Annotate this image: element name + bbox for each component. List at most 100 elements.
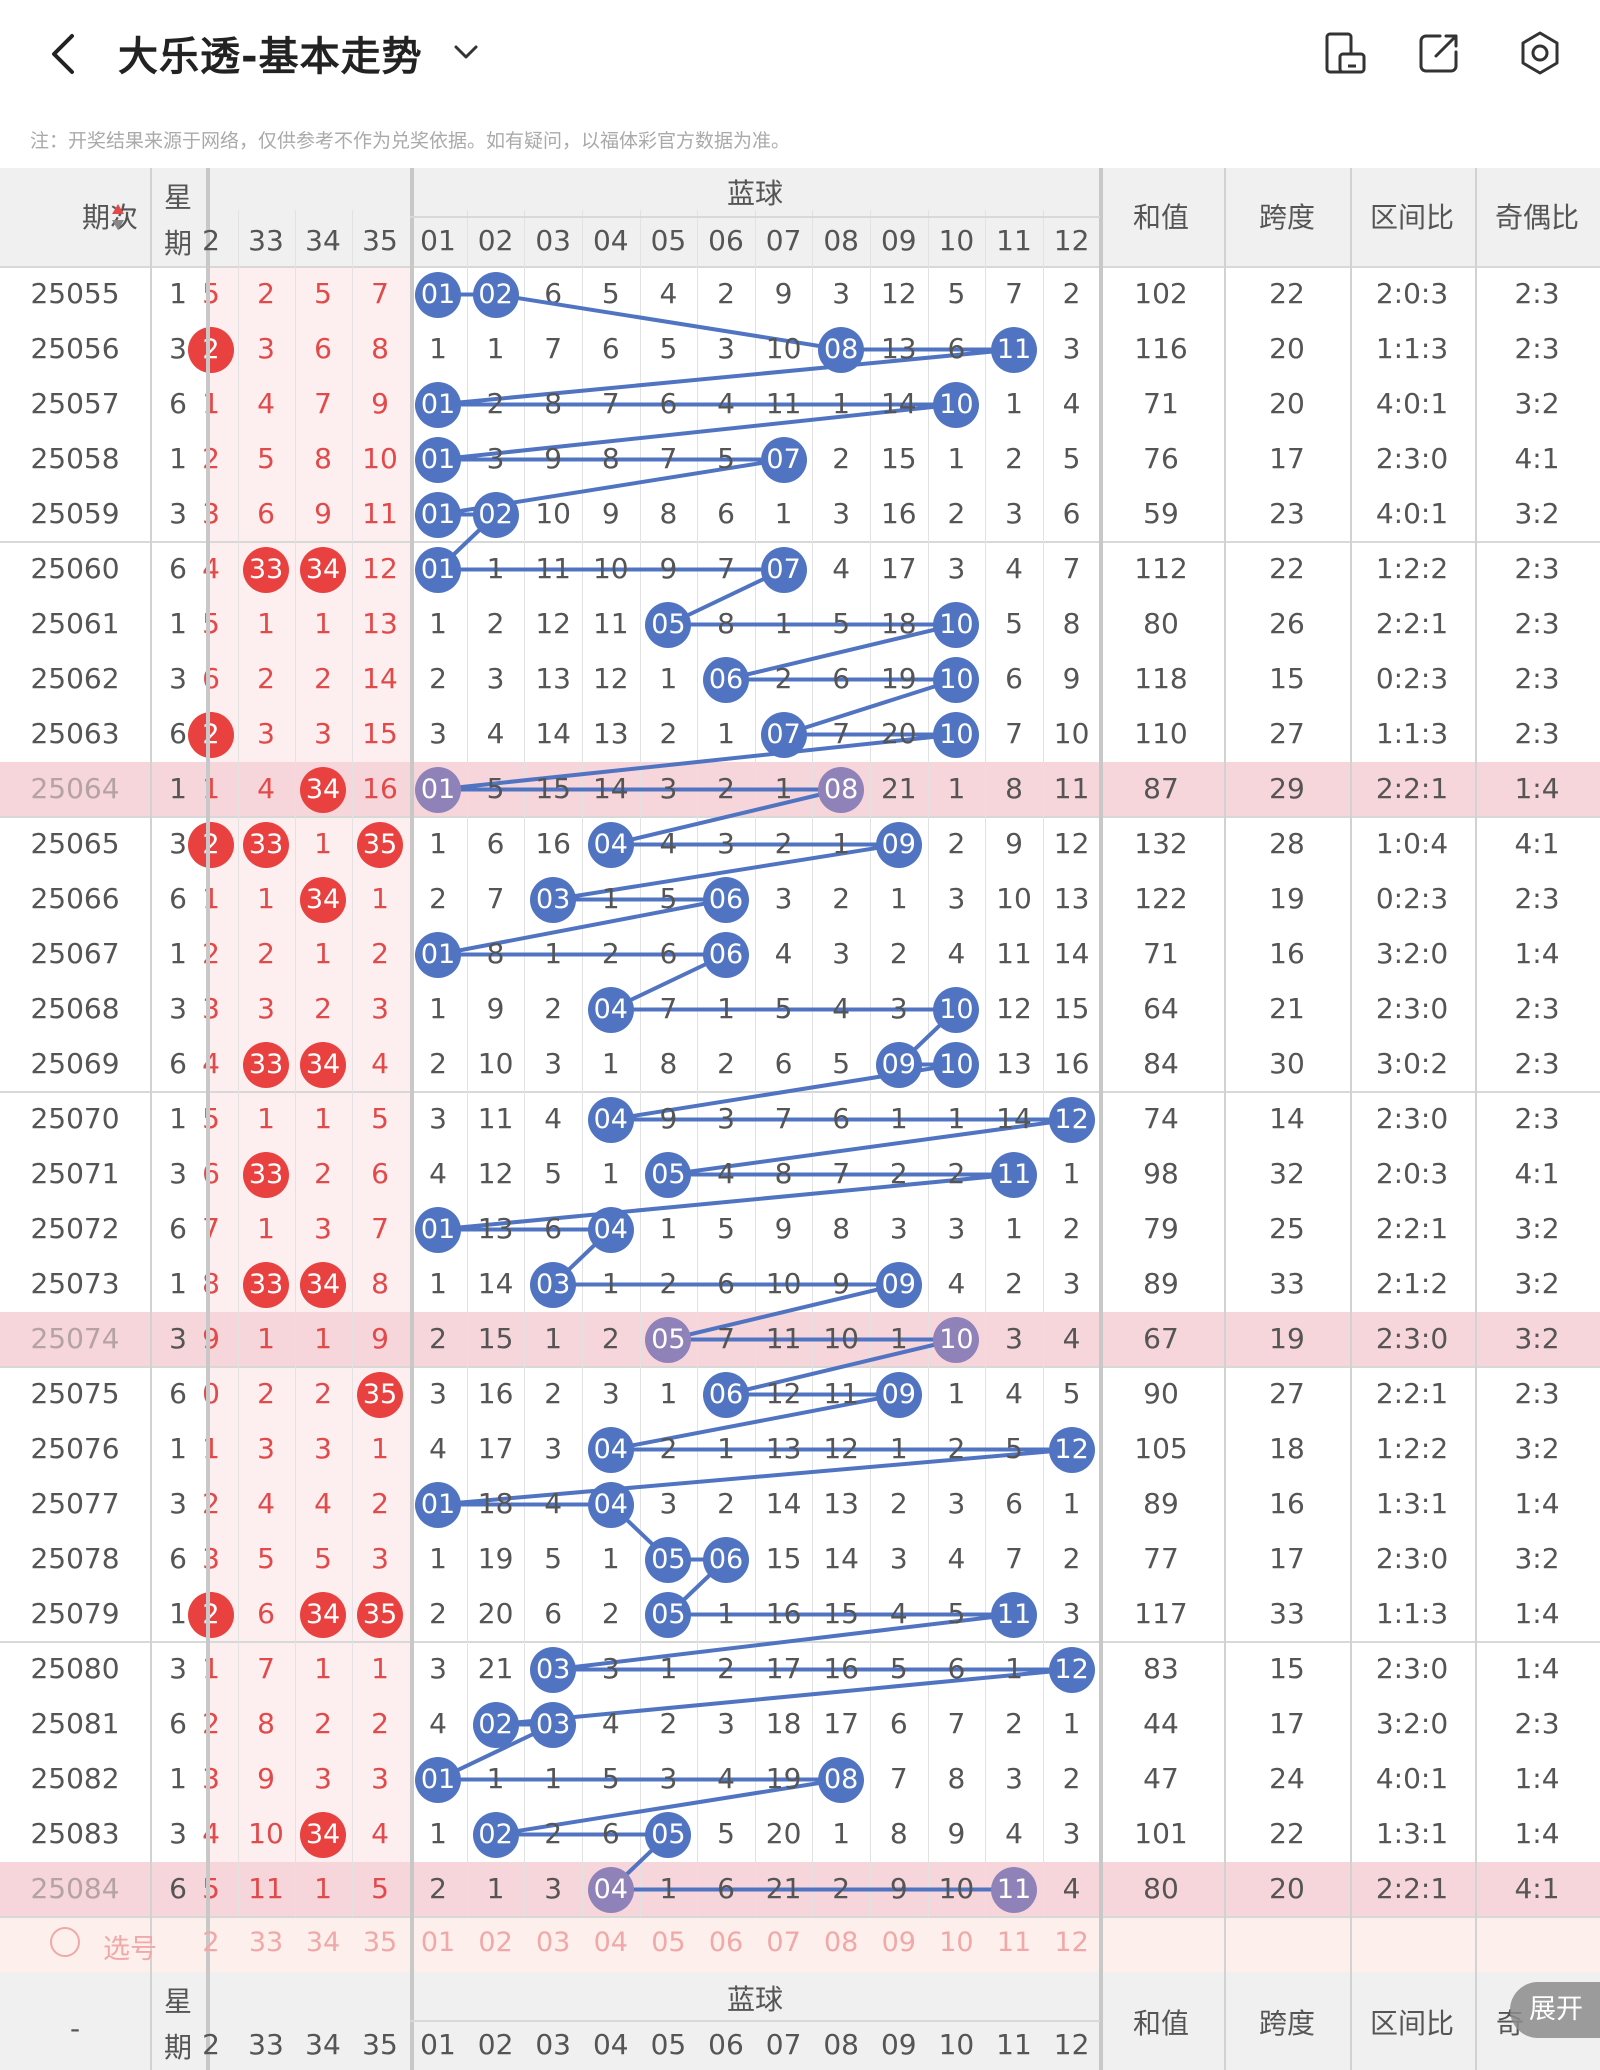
blue-miss-count: 4 xyxy=(429,1707,447,1740)
zone-ratio-cell: 4:0:1 xyxy=(1375,1762,1449,1795)
sum-header: 和值 xyxy=(1132,201,1189,234)
blue-miss-count: 2 xyxy=(429,662,447,695)
red-column-header: 2 xyxy=(202,224,220,257)
select-blue-number[interactable]: 11 xyxy=(996,1927,1032,1958)
select-blue-number[interactable]: 06 xyxy=(708,1927,744,1958)
period-cell: 25083 xyxy=(30,1817,120,1850)
red-miss-count: 2 xyxy=(371,1707,389,1740)
blue-trend-line xyxy=(436,292,1074,1892)
red-miss-count: 6 xyxy=(202,662,220,695)
period-cell: 25055 xyxy=(30,277,120,310)
blue-miss-count: 20 xyxy=(477,1597,514,1630)
blue-miss-count: 14 xyxy=(1053,937,1090,970)
red-miss-count: 2 xyxy=(202,1487,220,1520)
select-blue-number[interactable]: 04 xyxy=(593,1927,628,1958)
odd-even-cell: 2:3 xyxy=(1514,332,1560,365)
blue-miss-count: 11 xyxy=(477,1102,514,1135)
zone-ratio-cell: 3:0:2 xyxy=(1375,1047,1449,1080)
blue-miss-count: 4 xyxy=(429,1157,447,1190)
zone-ratio-cell: 1:1:3 xyxy=(1375,1597,1449,1630)
select-red-number[interactable]: 2 xyxy=(202,1927,220,1958)
chevron-down-icon[interactable] xyxy=(448,34,484,70)
blue-miss-count: 3 xyxy=(1062,1817,1081,1850)
blue-miss-count: 8 xyxy=(486,937,505,970)
odd-even-cell: 1:4 xyxy=(1514,1597,1560,1630)
zone-ratio-cell: 1:3:1 xyxy=(1375,1487,1449,1520)
blue-ball-hit: 11 xyxy=(991,326,1037,373)
settings-icon[interactable] xyxy=(1515,28,1565,78)
blue-miss-count: 1 xyxy=(659,1872,678,1905)
blue-ball-hit: 03 xyxy=(530,876,577,923)
blue-miss-count: 4 xyxy=(774,937,793,970)
blue-miss-count: 5 xyxy=(774,992,793,1025)
share-icon[interactable] xyxy=(1414,28,1464,78)
red-miss-count: 2 xyxy=(257,277,275,310)
span-cell: 19 xyxy=(1269,1322,1305,1355)
period-header[interactable]: 期次 xyxy=(81,201,138,234)
red-column-header: 34 xyxy=(305,224,341,257)
red-miss-count: 4 xyxy=(371,1047,389,1080)
red-miss-count: 0 xyxy=(202,1377,220,1410)
period-cell: 25069 xyxy=(30,1047,120,1080)
blue-miss-count: 14 xyxy=(592,772,629,805)
red-miss-count: 7 xyxy=(314,387,332,420)
select-blue-number[interactable]: 01 xyxy=(420,1927,456,1958)
blue-miss-count: 1 xyxy=(774,772,793,805)
blue-miss-count: 9 xyxy=(659,1102,678,1135)
select-blue-number[interactable]: 12 xyxy=(1054,1927,1089,1958)
red-ball-hit: 35 xyxy=(357,1371,403,1418)
blue-miss-count: 4 xyxy=(1005,1817,1023,1850)
blue-miss-count: 1 xyxy=(832,387,851,420)
blue-miss-count: 9 xyxy=(947,1817,966,1850)
select-blue-number[interactable]: 09 xyxy=(881,1927,916,1958)
blue-miss-count: 10 xyxy=(823,1322,859,1355)
odd-even-cell: 2:3 xyxy=(1514,1377,1560,1410)
select-red-number[interactable]: 33 xyxy=(248,1927,284,1958)
select-radio-icon[interactable] xyxy=(50,1927,80,1957)
blue-miss-count: 6 xyxy=(486,827,505,860)
blue-miss-count: 3 xyxy=(774,882,793,915)
select-red-number[interactable]: 35 xyxy=(362,1927,398,1958)
blue-ball-hit: 02 xyxy=(472,1701,519,1748)
sum-cell: 89 xyxy=(1143,1487,1179,1520)
select-blue-number[interactable]: 03 xyxy=(536,1927,571,1958)
period-cell: 25070 xyxy=(30,1102,120,1135)
footer-blue-column-header: 03 xyxy=(535,2028,571,2061)
blue-miss-count: 12 xyxy=(1053,827,1090,860)
column-divider xyxy=(1224,168,1226,2070)
select-blue-number[interactable]: 10 xyxy=(939,1927,974,1958)
select-blue-number[interactable]: 08 xyxy=(824,1927,859,1958)
red-miss-count: 2 xyxy=(202,442,220,475)
select-blue-number[interactable]: 07 xyxy=(766,1927,801,1958)
blue-miss-count: 7 xyxy=(717,1322,735,1355)
red-ball-hit: 33 xyxy=(243,1041,289,1088)
expand-button[interactable]: 展开 xyxy=(1510,1982,1600,2038)
sum-cell: 118 xyxy=(1134,662,1188,695)
blue-miss-count: 3 xyxy=(1062,1597,1081,1630)
odd-even-cell: 3:2 xyxy=(1514,497,1560,530)
column-divider xyxy=(812,210,814,1917)
select-label[interactable]: 选号 xyxy=(103,1934,157,1965)
blue-miss-count: 9 xyxy=(544,442,563,475)
sum-cell: 87 xyxy=(1143,772,1179,805)
select-blue-number[interactable]: 05 xyxy=(651,1927,686,1958)
phone-icon[interactable] xyxy=(1320,28,1370,78)
back-icon[interactable] xyxy=(40,28,88,80)
red-ball-hit: 34 xyxy=(300,546,346,593)
column-divider xyxy=(1475,168,1477,2070)
blue-miss-count: 6 xyxy=(947,1652,966,1685)
page-title[interactable]: 大乐透-基本走势 xyxy=(118,34,423,80)
blue-miss-count: 12 xyxy=(880,277,917,310)
blue-miss-count: 5 xyxy=(1062,1377,1081,1410)
sort-icon[interactable] xyxy=(110,202,126,232)
zone-ratio-cell: 2:3:0 xyxy=(1375,1542,1449,1575)
blue-miss-count: 4 xyxy=(889,1597,908,1630)
select-blue-number[interactable]: 02 xyxy=(478,1927,513,1958)
blue-ball-hit: 10 xyxy=(933,986,980,1033)
blue-miss-count: 17 xyxy=(823,1707,859,1740)
select-red-number[interactable]: 34 xyxy=(305,1927,341,1958)
blue-miss-count: 4 xyxy=(947,937,966,970)
blue-miss-count: 1 xyxy=(429,1542,447,1575)
week-cell: 3 xyxy=(169,992,187,1025)
blue-miss-count: 3 xyxy=(544,1047,563,1080)
